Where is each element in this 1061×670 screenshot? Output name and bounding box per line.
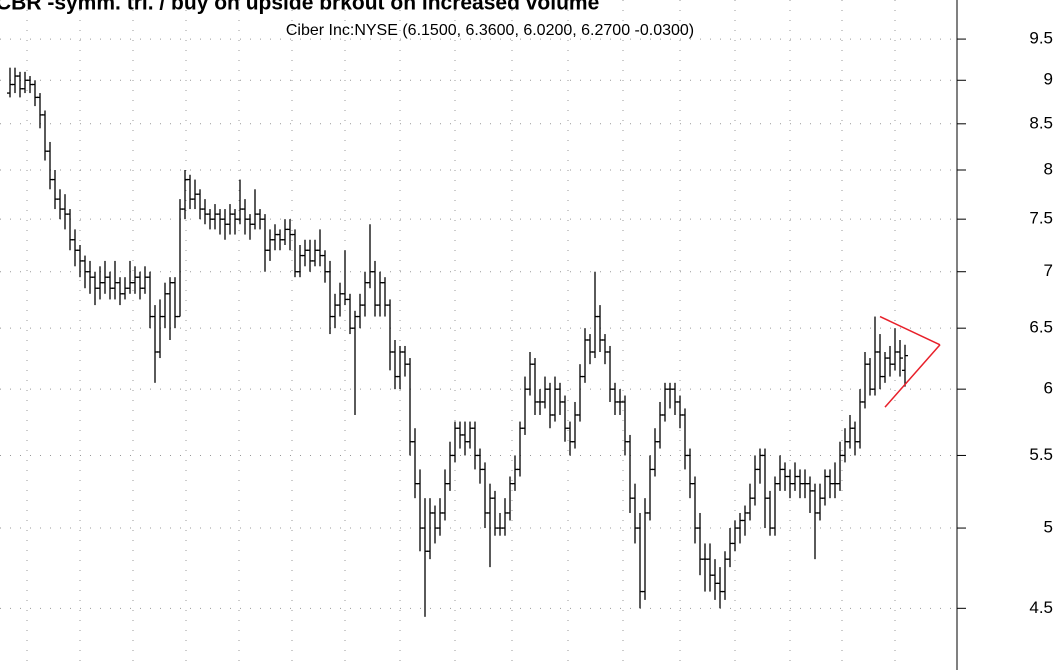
y-tick-label: 4.5 xyxy=(1029,598,1053,617)
y-tick-label: 5.5 xyxy=(1029,445,1053,464)
y-tick-label: 5 xyxy=(1044,518,1053,537)
y-tick-label: 7 xyxy=(1044,261,1053,280)
vertical-grid xyxy=(26,0,896,670)
chart-subtitle: Ciber Inc:NYSE (6.1500, 6.3600, 6.0200, … xyxy=(286,22,694,39)
trendline xyxy=(879,315,941,346)
chart-title: CBR -symm. tri. / buy on upside brkout o… xyxy=(0,0,599,15)
y-tick-label: 7.5 xyxy=(1029,209,1053,228)
y-tick-label: 8.5 xyxy=(1029,113,1053,132)
y-tick-label: 9 xyxy=(1044,70,1053,89)
trendline xyxy=(884,344,941,408)
y-tick-label: 9.5 xyxy=(1029,29,1053,48)
y-tick-label: 6.5 xyxy=(1029,318,1053,337)
y-tick-label: 8 xyxy=(1044,159,1053,178)
y-tick-label: 6 xyxy=(1044,379,1053,398)
